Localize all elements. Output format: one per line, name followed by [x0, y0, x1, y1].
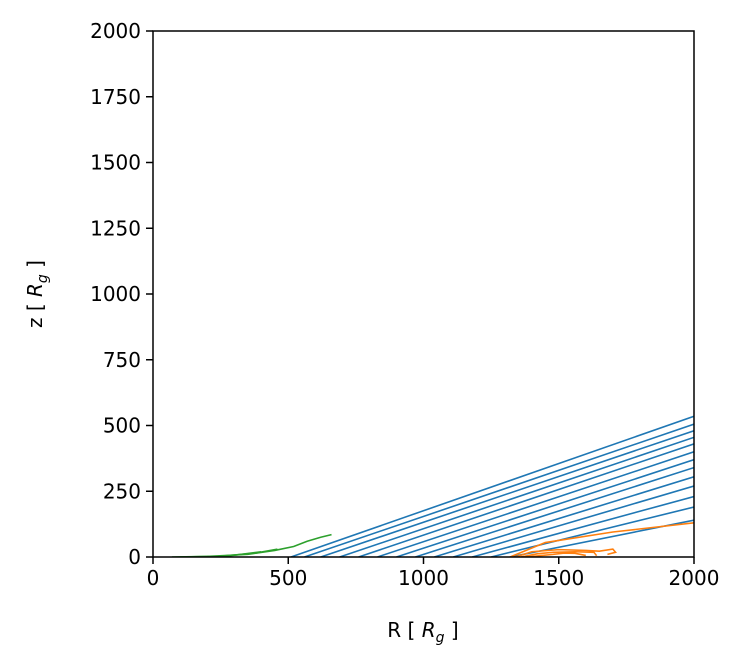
y-axis-label: z [ Rg ] [23, 260, 51, 328]
streamline-escaping-9 [453, 485, 694, 557]
streamline-escaping-8 [434, 476, 694, 557]
x-axis-label: R [ Rg ] [387, 618, 458, 646]
streamline-escaping-10 [471, 495, 694, 557]
y-tick-label: 1750 [90, 85, 141, 109]
series-escaping [290, 415, 694, 557]
streamline-escaping-0 [290, 415, 694, 557]
streamline-escaping-11 [490, 506, 694, 557]
streamline-failed_outer-2 [520, 550, 598, 557]
x-axis: 0 500 1000 1500 2000 [147, 557, 720, 590]
y-tick-label: 1500 [90, 151, 141, 175]
streamline-failed_outer-1 [515, 548, 617, 557]
streamline-failed_outer-3 [526, 552, 586, 557]
x-tick-label: 2000 [669, 566, 720, 590]
streamline-escaping-7 [415, 466, 694, 557]
streamline-escaping-3 [339, 436, 694, 557]
y-tick-label: 1250 [90, 216, 141, 240]
x-tick-label: 500 [269, 566, 307, 590]
y-tick-label: 0 [128, 545, 141, 569]
y-tick-label: 250 [103, 479, 141, 503]
series-layer [171, 415, 694, 557]
streamline-escaping-1 [304, 423, 694, 557]
y-axis: 0 250 500 750 1000 1250 1500 1750 2000 [90, 19, 153, 569]
y-tick-label: 750 [103, 348, 141, 372]
x-tick-label: 1500 [533, 566, 584, 590]
x-tick-label: 0 [147, 566, 160, 590]
y-tick-label: 500 [103, 414, 141, 438]
streamline-escaping-2 [320, 430, 694, 557]
x-tick-label: 1000 [398, 566, 449, 590]
series-failed_outer [509, 522, 694, 557]
streamline-failed_outer-0 [509, 522, 694, 557]
y-tick-label: 2000 [90, 19, 141, 43]
streamline-escaping-6 [396, 458, 694, 557]
streamline-escaping-4 [358, 443, 694, 557]
y-tick-label: 1000 [90, 282, 141, 306]
streamline-escaping-5 [377, 451, 694, 557]
